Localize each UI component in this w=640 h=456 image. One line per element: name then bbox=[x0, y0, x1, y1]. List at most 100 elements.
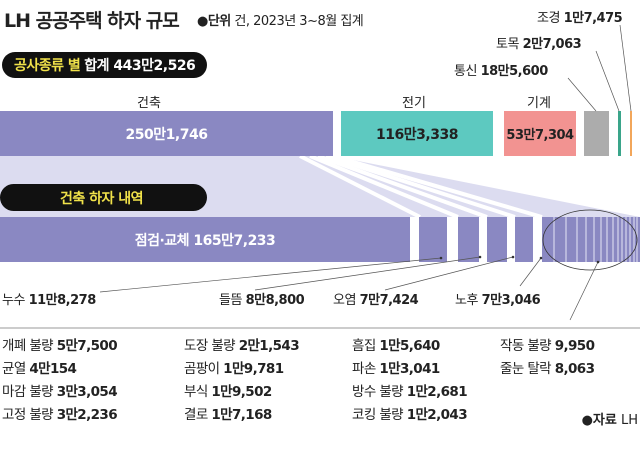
label-value: 7만3,046 bbox=[481, 293, 541, 308]
label-category: 줄눈 탈락 bbox=[500, 361, 552, 377]
list-item: 도장 불량 2만1,543 bbox=[184, 334, 300, 354]
leader-line bbox=[569, 261, 599, 321]
bar-detail-3 bbox=[487, 217, 507, 262]
callout-civil: 토목 2만7,063 bbox=[496, 33, 582, 52]
bar-value-label: 116만3,338 bbox=[341, 124, 493, 144]
bar-telecom bbox=[584, 111, 609, 156]
label-value: 1만9,781 bbox=[223, 361, 284, 377]
bar-detail-4 bbox=[515, 217, 533, 262]
label-category: 통신 bbox=[454, 64, 477, 79]
value: 116만3,338 bbox=[376, 127, 458, 143]
label-category: 토목 bbox=[496, 37, 519, 52]
bar-architecture bbox=[0, 111, 333, 156]
label-category: 곰팡이 bbox=[184, 361, 220, 377]
page-title: LH 공공주택 하자 규모 bbox=[4, 10, 180, 32]
list-item: 고정 불량 3만2,236 bbox=[2, 403, 118, 423]
list-item: 곰팡이 1만9,781 bbox=[184, 357, 284, 377]
list-item: 개폐 불량 5만7,500 bbox=[2, 334, 118, 354]
leader-line bbox=[519, 257, 542, 287]
bar-value-label: 53만7,304 bbox=[504, 124, 576, 143]
leader-line bbox=[254, 256, 481, 291]
label-category: 도장 불량 bbox=[184, 338, 236, 354]
leader-line bbox=[99, 257, 442, 293]
label-value: 18만5,600 bbox=[480, 64, 549, 79]
leader-line bbox=[567, 77, 597, 112]
architecture-detail-title: 건축 하자 내역 bbox=[59, 190, 144, 207]
fan-ray bbox=[317, 154, 488, 219]
source-note: ●자료 LH bbox=[582, 409, 638, 428]
label-value: 1만3,041 bbox=[379, 361, 440, 377]
label-category: 흠집 bbox=[352, 338, 376, 354]
label-category: 고정 불량 bbox=[2, 407, 54, 423]
total-pill-text: 합계 443만2,526 bbox=[84, 58, 196, 74]
category-text: 건축 bbox=[137, 96, 161, 111]
label-category: 노후 bbox=[455, 293, 478, 308]
label-category: 들뜸 bbox=[219, 293, 242, 308]
label-value: 1만9,502 bbox=[211, 384, 272, 400]
category-label: 전기 bbox=[402, 92, 426, 111]
label-category: 개폐 불량 bbox=[2, 338, 54, 354]
unit-note: ●단위 건, 2023년 3~8월 집계 bbox=[197, 10, 364, 29]
list-item: 균열 4만154 bbox=[2, 357, 77, 377]
zoom-ellipse bbox=[542, 209, 638, 271]
list-item: 부식 1만9,502 bbox=[184, 380, 272, 400]
label-category: 마감 불량 bbox=[2, 384, 54, 400]
category-text: 기계 bbox=[527, 96, 551, 111]
label-value: 8,063 bbox=[554, 361, 595, 377]
bar-detail-1 bbox=[419, 217, 447, 262]
label-value: 11만8,278 bbox=[28, 293, 97, 308]
category-label: 기계 bbox=[527, 92, 551, 111]
callout-stain: 오염 7만7,424 bbox=[333, 289, 419, 308]
label-category: 파손 bbox=[352, 361, 376, 377]
label-value: 1만5,640 bbox=[379, 338, 440, 354]
label-value: 3만3,054 bbox=[56, 384, 118, 400]
callout-telecom: 통신 18만5,600 bbox=[454, 60, 548, 79]
bar-civil bbox=[618, 111, 621, 156]
list-item: 마감 불량 3만3,054 bbox=[2, 380, 118, 400]
total-pill: 공사종류 별 합계 443만2,526 bbox=[2, 52, 208, 78]
label-value: 1만2,681 bbox=[406, 384, 468, 400]
leader-line bbox=[384, 256, 514, 291]
list-item: 파손 1만3,041 bbox=[352, 357, 440, 377]
label-category: 균열 bbox=[2, 361, 26, 377]
label-value: 2만1,543 bbox=[238, 338, 300, 354]
label-value: 1만7,168 bbox=[211, 407, 272, 423]
label-value: 2만7,063 bbox=[522, 37, 582, 52]
bar-mechanical bbox=[504, 111, 576, 156]
list-item: 작동 불량 9,950 bbox=[500, 334, 595, 354]
label-category: 결로 bbox=[184, 407, 208, 423]
label-value: 4만154 bbox=[29, 361, 77, 377]
list-item: 결로 1만7,168 bbox=[184, 403, 272, 423]
label-category: 오염 bbox=[333, 293, 356, 308]
callout-landscape: 조경 1만7,475 bbox=[537, 7, 623, 26]
label-category: 부식 bbox=[184, 384, 208, 400]
callout-aging: 노후 7만3,046 bbox=[455, 289, 541, 308]
label-category: 조경 bbox=[537, 11, 560, 26]
list-item: 흠집 1만5,640 bbox=[352, 334, 440, 354]
label-value: 5만7,500 bbox=[56, 338, 118, 354]
bar-value-label: 점검·교체 165만7,233 bbox=[0, 230, 410, 250]
label-category: 작동 불량 bbox=[500, 338, 552, 354]
callout-lift: 들뜸 8만8,800 bbox=[219, 289, 305, 308]
list-item: 방수 불량 1만2,681 bbox=[352, 380, 468, 400]
source-label: ●자료 bbox=[581, 413, 617, 428]
category-label: 건축 bbox=[137, 92, 161, 111]
bar-detail-small-group bbox=[542, 217, 640, 262]
bar-detail-0 bbox=[0, 217, 410, 262]
value: 250만1,746 bbox=[125, 127, 208, 143]
label-value: 7만7,424 bbox=[359, 293, 419, 308]
leader-dot bbox=[596, 260, 600, 264]
label-value: 3만2,236 bbox=[56, 407, 118, 423]
bar-landscape bbox=[630, 111, 632, 156]
total-pill-highlight: 공사종류 별 bbox=[14, 58, 81, 74]
category-text: 전기 bbox=[402, 96, 426, 111]
value: 점검·교체 bbox=[134, 233, 190, 249]
bar-electric bbox=[341, 111, 493, 156]
list-item: 줄눈 탈락 8,063 bbox=[500, 357, 595, 377]
bar-detail-2 bbox=[458, 217, 479, 262]
label-category: 코킹 불량 bbox=[352, 407, 404, 423]
unit-label: ●단위 bbox=[197, 14, 231, 29]
source-text: LH bbox=[620, 413, 638, 428]
leader-dot bbox=[539, 256, 543, 260]
